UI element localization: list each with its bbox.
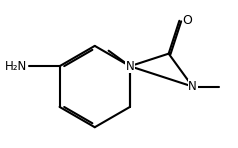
Text: N: N [188,80,197,93]
Text: O: O [182,14,192,27]
Text: N: N [126,60,134,73]
Text: H₂N: H₂N [5,60,27,73]
